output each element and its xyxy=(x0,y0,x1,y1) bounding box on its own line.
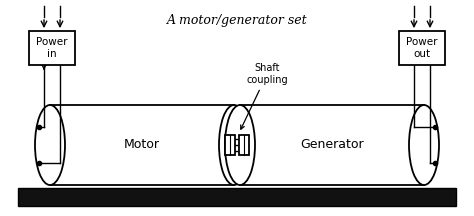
Text: A motor/generator set: A motor/generator set xyxy=(167,14,307,27)
Ellipse shape xyxy=(409,105,439,185)
Bar xyxy=(50,105,234,185)
Text: Generator: Generator xyxy=(300,138,364,151)
Bar xyxy=(225,135,235,155)
Bar xyxy=(29,31,75,65)
Text: Shaft
coupling: Shaft coupling xyxy=(241,64,288,129)
Ellipse shape xyxy=(35,105,65,185)
Bar xyxy=(399,31,445,65)
Text: Power
out: Power out xyxy=(406,37,438,59)
Ellipse shape xyxy=(225,105,255,185)
Bar xyxy=(240,105,424,185)
Text: Motor: Motor xyxy=(124,138,160,151)
Ellipse shape xyxy=(219,105,249,185)
Bar xyxy=(18,188,456,206)
Bar xyxy=(239,135,249,155)
Text: Power
in: Power in xyxy=(36,37,68,59)
